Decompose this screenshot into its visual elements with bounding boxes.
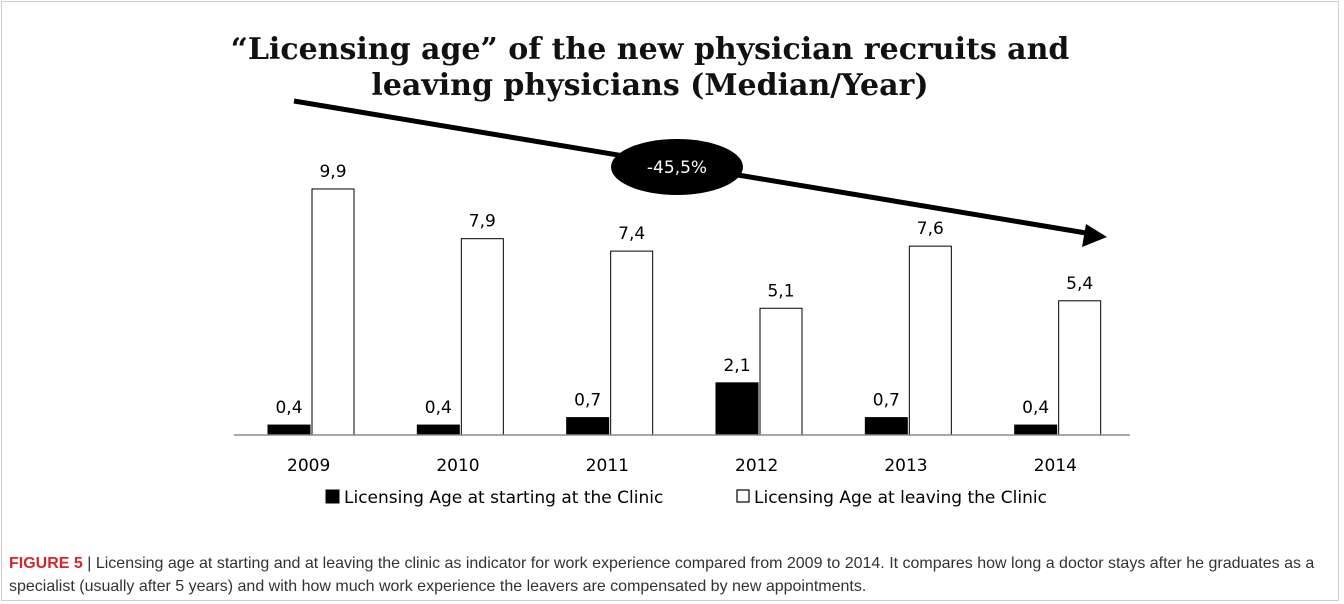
caption-label: FIGURE 5 bbox=[9, 555, 83, 572]
data-label-starting-2012: 2,1 bbox=[723, 356, 750, 376]
data-label-leaving-2014: 5,4 bbox=[1066, 274, 1093, 294]
bar-leaving-2013 bbox=[908, 245, 952, 436]
bar-leaving-2012 bbox=[759, 307, 803, 436]
x-tick-label-2009: 2009 bbox=[287, 456, 330, 476]
bar-starting-2012 bbox=[715, 382, 759, 436]
bar-starting-2009 bbox=[267, 424, 311, 436]
trend-annotation-text: -45,5% bbox=[647, 158, 707, 178]
bar-leaving-2011 bbox=[610, 250, 654, 436]
data-label-leaving-2009: 9,9 bbox=[319, 162, 346, 182]
legend-label-starting: Licensing Age at starting at the Clinic bbox=[344, 488, 663, 508]
bar-leaving-2014 bbox=[1058, 300, 1102, 436]
data-label-leaving-2011: 7,4 bbox=[618, 224, 645, 244]
bar-leaving-2009 bbox=[311, 188, 355, 436]
legend-swatch-starting bbox=[325, 489, 340, 504]
bar-starting-2010 bbox=[416, 424, 460, 436]
data-label-starting-2014: 0,4 bbox=[1022, 398, 1049, 418]
data-label-starting-2011: 0,7 bbox=[574, 391, 601, 411]
bar-starting-2013 bbox=[864, 417, 908, 436]
data-label-leaving-2013: 7,6 bbox=[917, 219, 944, 239]
trend-arrowhead bbox=[1082, 224, 1107, 247]
x-tick-label-2011: 2011 bbox=[586, 456, 629, 476]
bar-leaving-2010 bbox=[460, 238, 504, 436]
data-label-leaving-2010: 7,9 bbox=[469, 212, 496, 232]
figure-caption: FIGURE 5 | Licensing age at starting and… bbox=[9, 552, 1334, 598]
bar-starting-2011 bbox=[566, 417, 610, 436]
data-label-starting-2009: 0,4 bbox=[275, 398, 302, 418]
bar-starting-2014 bbox=[1014, 424, 1058, 436]
x-tick-label-2012: 2012 bbox=[735, 456, 778, 476]
data-label-starting-2010: 0,4 bbox=[425, 398, 452, 418]
data-label-leaving-2012: 5,1 bbox=[767, 281, 794, 301]
bar-chart: 0,4 9,9 2009 0,4 7,9 2010 0,7 7,4 2011 2,1 5,1 2012… bbox=[234, 98, 1130, 508]
legend-swatch-leaving bbox=[736, 489, 750, 503]
legend-label-leaving: Licensing Age at leaving the Clinic bbox=[754, 488, 1047, 508]
data-label-starting-2013: 0,7 bbox=[873, 391, 900, 411]
chart-title-line-1: “Licensing age” of the new physician rec… bbox=[230, 32, 1070, 67]
caption-text: | Licensing age at starting and at leavi… bbox=[9, 555, 1315, 595]
x-tick-label-2014: 2014 bbox=[1034, 456, 1077, 476]
x-tick-label-2013: 2013 bbox=[884, 456, 927, 476]
chart-title-line-2: leaving physicians (Median/Year) bbox=[371, 68, 929, 103]
x-tick-label-2010: 2010 bbox=[436, 456, 479, 476]
trend-annotation-ellipse bbox=[611, 139, 743, 195]
